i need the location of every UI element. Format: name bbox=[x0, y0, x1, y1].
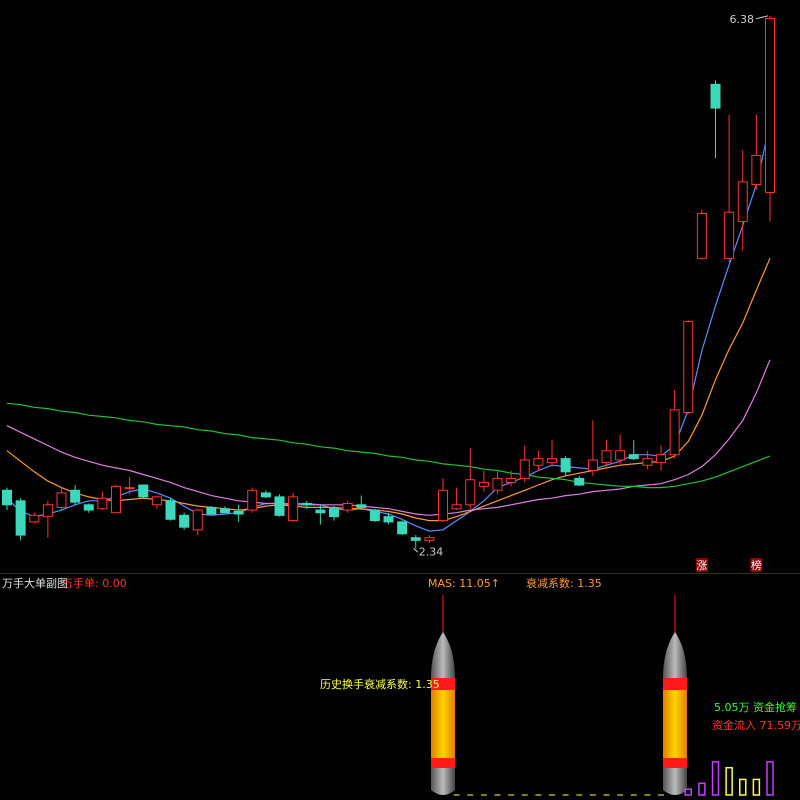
candle-body bbox=[547, 458, 557, 464]
candle-body bbox=[765, 17, 775, 193]
bar bbox=[739, 778, 747, 796]
candle-body bbox=[710, 83, 721, 109]
candle-body bbox=[438, 489, 448, 522]
candle-body bbox=[165, 500, 176, 520]
candle-body bbox=[70, 489, 81, 503]
candle-body bbox=[124, 487, 135, 490]
candle-body bbox=[111, 485, 121, 514]
ma-line bbox=[6, 402, 771, 489]
candle-body bbox=[383, 516, 394, 523]
low-arrow bbox=[413, 547, 419, 553]
candle-body bbox=[56, 492, 67, 508]
marker-text: 榜 bbox=[751, 558, 762, 572]
candle-body bbox=[342, 502, 353, 511]
candle-body bbox=[42, 504, 53, 518]
candle-body bbox=[656, 454, 666, 464]
candle-body bbox=[424, 537, 435, 541]
candle-body bbox=[247, 489, 258, 511]
low-label: 2.34 bbox=[419, 545, 444, 558]
candle-body bbox=[669, 409, 680, 456]
candle-body bbox=[329, 508, 339, 518]
candle-body bbox=[737, 181, 748, 222]
candle-body bbox=[397, 521, 408, 535]
sub-chart-title: 万手大单副图 bbox=[2, 576, 68, 590]
candle-body bbox=[29, 514, 40, 523]
candle-body bbox=[2, 489, 12, 506]
candle-body bbox=[683, 321, 694, 414]
candle-body bbox=[97, 497, 108, 510]
candle-body bbox=[260, 492, 271, 498]
bar bbox=[684, 788, 692, 796]
candle-body bbox=[724, 211, 735, 259]
candle-body bbox=[642, 458, 653, 466]
candle-body bbox=[560, 458, 571, 473]
annotation: 历史换手衰减系数: 1.35 bbox=[320, 677, 440, 691]
indicator-text: 衰减系数: 1.35 bbox=[526, 576, 602, 590]
candle-body bbox=[492, 477, 503, 491]
candle-body bbox=[233, 510, 244, 515]
bar bbox=[725, 766, 733, 796]
candle-body bbox=[274, 496, 285, 516]
candle-body bbox=[369, 509, 380, 522]
candle-body bbox=[533, 458, 544, 466]
candle-body bbox=[410, 537, 421, 541]
bar bbox=[766, 761, 774, 796]
candle-body bbox=[356, 504, 367, 508]
candle-body bbox=[519, 459, 530, 479]
indicator-text: MAS: 11.05↑ bbox=[428, 577, 500, 590]
candle-body bbox=[179, 514, 190, 528]
candle-body bbox=[478, 481, 489, 487]
candle-body bbox=[506, 477, 517, 483]
candle-body bbox=[751, 155, 762, 186]
candle-body bbox=[301, 502, 312, 506]
candle-body bbox=[15, 500, 26, 536]
candle-body bbox=[220, 508, 230, 514]
candle-body bbox=[315, 509, 326, 514]
candle-body bbox=[206, 506, 217, 515]
indicator-text: 万手单: 0.00 bbox=[62, 576, 127, 590]
annotation: 5.05万 资金抢筹 bbox=[714, 700, 797, 714]
candle-body bbox=[465, 479, 476, 506]
candle-body bbox=[587, 459, 598, 472]
candle-body bbox=[151, 496, 162, 506]
bar bbox=[711, 761, 720, 796]
bar bbox=[752, 778, 761, 796]
candle-body bbox=[138, 484, 149, 498]
high-arrow bbox=[755, 15, 769, 20]
marker-box bbox=[695, 558, 708, 572]
candle-body bbox=[696, 213, 707, 259]
marker-box bbox=[750, 558, 763, 572]
candle-body bbox=[83, 504, 94, 511]
annotation: 资金流入 71.59万 bbox=[712, 718, 800, 732]
ma-line bbox=[6, 359, 771, 516]
candle-body bbox=[288, 496, 299, 522]
candle-body bbox=[628, 454, 639, 460]
bar bbox=[698, 782, 706, 796]
marker-text: 涨 bbox=[696, 559, 707, 572]
high-label: 6.38 bbox=[730, 13, 755, 26]
candle-body bbox=[574, 477, 585, 486]
candle-body bbox=[601, 450, 612, 464]
candle-body bbox=[192, 509, 203, 531]
candle-body bbox=[615, 450, 626, 461]
candle-body bbox=[451, 504, 462, 510]
